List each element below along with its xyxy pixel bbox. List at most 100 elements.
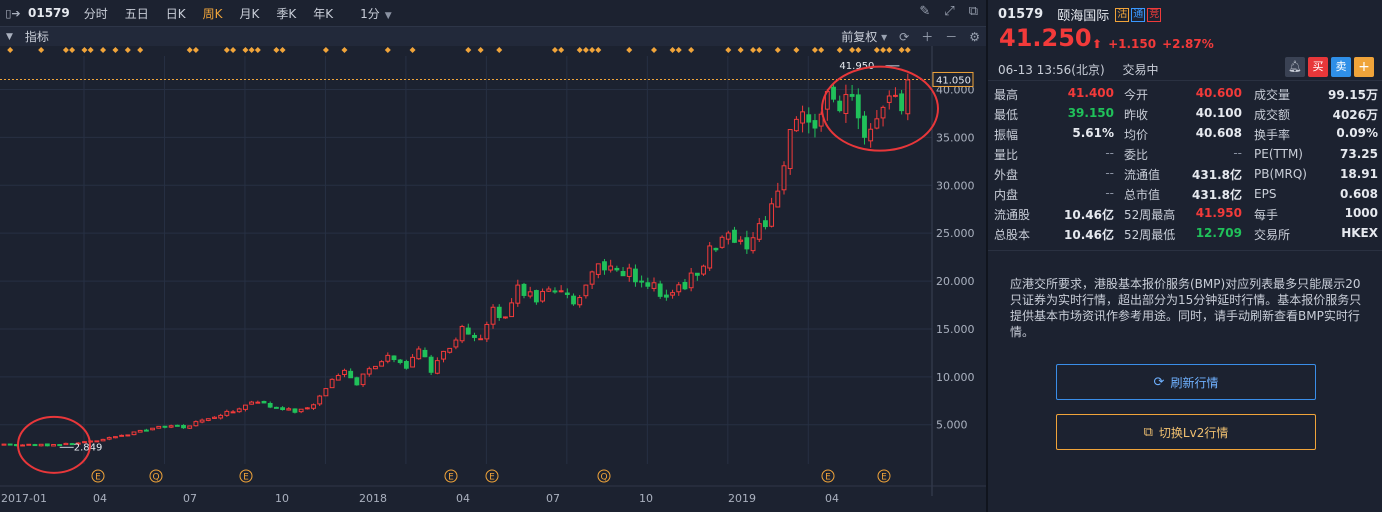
candle-body[interactable] — [589, 271, 595, 285]
candle-body[interactable] — [311, 404, 316, 409]
candle-body[interactable] — [459, 325, 465, 342]
candle-body[interactable] — [651, 282, 657, 289]
candle-body[interactable] — [125, 434, 131, 437]
candle-body[interactable] — [725, 232, 731, 240]
event-marker-icon[interactable] — [597, 469, 611, 483]
candle-body[interactable] — [267, 403, 273, 408]
candle-body[interactable] — [707, 245, 713, 269]
minute-period-select[interactable]: 1分 ▼ — [360, 5, 392, 22]
candle-body[interactable] — [143, 429, 149, 432]
tab-period-3[interactable]: 周K — [202, 6, 223, 21]
candle-body[interactable] — [280, 407, 285, 411]
event-diamond-icon[interactable] — [675, 47, 682, 53]
candle-body[interactable] — [682, 282, 688, 290]
candle-body[interactable] — [571, 295, 576, 305]
candle-body[interactable] — [719, 236, 725, 248]
candle-body[interactable] — [174, 424, 180, 427]
candle-body[interactable] — [465, 327, 471, 335]
event-diamond-icon[interactable] — [465, 47, 472, 53]
collapse-panel-icon[interactable]: ▯➔ — [5, 6, 21, 20]
candle-body[interactable] — [893, 94, 898, 97]
kline-chart[interactable]: 5.000 10.000 15.000 20.000 25.000 30.000 35.00… — [0, 46, 986, 512]
event-diamond-icon[interactable] — [273, 47, 280, 53]
fullscreen-icon[interactable]: ⤢ — [944, 4, 955, 19]
candle-body[interactable] — [855, 94, 861, 119]
candle-body[interactable] — [212, 416, 217, 419]
candle-body[interactable] — [793, 118, 799, 132]
candle-body[interactable] — [187, 425, 193, 429]
candle-body[interactable] — [781, 165, 787, 191]
candle-body[interactable] — [150, 427, 155, 431]
event-diamond-icon[interactable] — [279, 47, 286, 53]
candle-body[interactable] — [775, 190, 781, 208]
candle-body[interactable] — [335, 374, 341, 381]
event-diamond-icon[interactable] — [69, 47, 76, 53]
zoom-in-icon[interactable]: ＋ — [921, 30, 934, 44]
event-diamond-icon[interactable] — [192, 47, 199, 53]
candle-body[interactable] — [205, 418, 211, 421]
candle-body[interactable] — [657, 283, 663, 297]
candle-body[interactable] — [51, 444, 56, 447]
indicator-label[interactable]: 指标 — [24, 30, 49, 44]
candle-body[interactable] — [131, 431, 137, 436]
candle-body[interactable] — [360, 373, 366, 386]
refresh-icon[interactable]: ⟳ — [899, 29, 910, 44]
candle-body[interactable] — [503, 316, 508, 319]
event-diamond-icon[interactable] — [254, 47, 261, 53]
candle-body[interactable] — [373, 365, 378, 370]
event-diamond-icon[interactable] — [62, 47, 69, 53]
candle-body[interactable] — [342, 369, 347, 376]
candle-body[interactable] — [379, 361, 385, 367]
add-watchlist-button[interactable]: + — [1354, 57, 1374, 77]
settings-gear-icon[interactable]: ⚙ — [969, 29, 980, 44]
candle-body[interactable] — [20, 444, 25, 447]
zoom-out-icon[interactable]: － — [945, 30, 958, 44]
candle-body[interactable] — [7, 443, 13, 446]
candle-body[interactable] — [496, 306, 502, 318]
event-diamond-icon[interactable] — [756, 47, 763, 53]
event-diamond-icon[interactable] — [558, 47, 565, 53]
candle-body[interactable] — [441, 350, 446, 360]
candle-body[interactable] — [670, 292, 675, 296]
event-diamond-icon[interactable] — [477, 47, 484, 53]
tab-period-1[interactable]: 五日 — [124, 6, 149, 21]
tab-period-6[interactable]: 年K — [313, 6, 334, 21]
event-marker-icon[interactable] — [485, 469, 499, 483]
candle-body[interactable] — [162, 425, 168, 428]
candle-body[interactable] — [168, 425, 174, 428]
event-diamond-icon[interactable] — [725, 47, 732, 53]
event-diamond-icon[interactable] — [651, 47, 657, 53]
candle-body[interactable] — [397, 359, 403, 363]
buy-button[interactable]: 买 — [1308, 57, 1328, 77]
event-diamond-icon[interactable] — [384, 47, 391, 53]
candle-body[interactable] — [756, 223, 762, 240]
tab-period-4[interactable]: 月K — [239, 6, 260, 21]
candle-body[interactable] — [249, 401, 255, 405]
event-diamond-icon[interactable] — [409, 47, 416, 53]
candle-body[interactable] — [181, 425, 186, 429]
candle-body[interactable] — [713, 247, 719, 251]
candle-body[interactable] — [94, 440, 100, 443]
event-diamond-icon[interactable] — [589, 47, 596, 53]
event-diamond-icon[interactable] — [880, 47, 887, 53]
candle-body[interactable] — [688, 272, 694, 289]
candle-body[interactable] — [552, 290, 558, 293]
candle-body[interactable] — [354, 377, 360, 386]
tab-period-2[interactable]: 日K — [165, 6, 186, 21]
event-diamond-icon[interactable] — [582, 47, 589, 53]
event-diamond-icon[interactable] — [81, 47, 88, 53]
event-marker-icon[interactable] — [444, 469, 458, 483]
candle-body[interactable] — [769, 203, 775, 227]
candle-body[interactable] — [255, 401, 261, 404]
event-diamond-icon[interactable] — [7, 47, 14, 53]
draw-pen-icon[interactable]: ✎ — [919, 4, 931, 19]
event-diamond-icon[interactable] — [87, 47, 94, 53]
candle-body[interactable] — [100, 438, 106, 442]
event-diamond-icon[interactable] — [186, 47, 193, 53]
event-marker-icon[interactable] — [91, 469, 105, 483]
candle-body[interactable] — [447, 347, 453, 353]
candle-body[interactable] — [113, 436, 118, 439]
candle-body[interactable] — [273, 406, 279, 409]
candle-body[interactable] — [69, 443, 75, 446]
candle-body[interactable] — [298, 408, 304, 413]
